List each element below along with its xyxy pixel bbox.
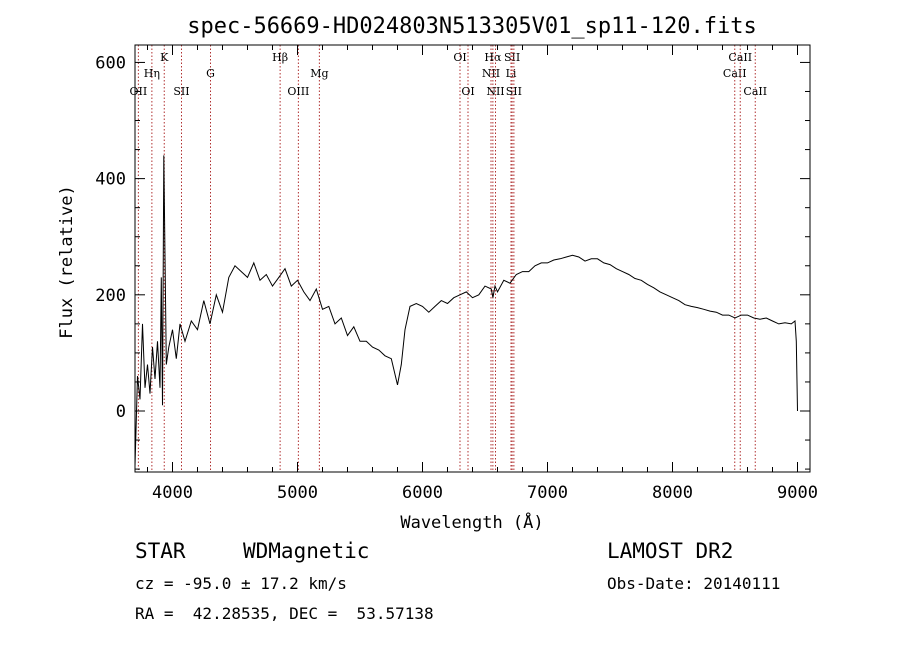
- chart-title: spec-56669-HD024803N513305V01_sp11-120.f…: [187, 14, 757, 39]
- x-tick-label: 8000: [652, 483, 693, 503]
- spectral-line-label: OIII: [287, 85, 309, 98]
- spectral-line-label: CaII: [743, 85, 767, 98]
- spectral-line-label: Hβ: [272, 51, 288, 64]
- y-tick-label: 400: [95, 170, 126, 190]
- x-tick-label: 6000: [402, 483, 443, 503]
- x-tick-label: 4000: [152, 483, 193, 503]
- spectral-line-label: CaII: [728, 51, 752, 64]
- spectral-line-label: OI: [461, 85, 474, 98]
- spectral-line-label: CaII: [723, 67, 747, 80]
- object-subclass: WDMagnetic: [243, 539, 369, 563]
- object-class: STAR: [135, 539, 186, 563]
- plot-frame: [134, 44, 811, 473]
- series-layer: [134, 155, 798, 467]
- spectral-line-label: SII: [506, 85, 522, 98]
- spectral-line-label: OI: [453, 51, 466, 64]
- y-axis-label: Flux (relative): [57, 185, 77, 339]
- spectrum-line: [134, 155, 798, 467]
- x-tick-label: 7000: [527, 483, 568, 503]
- redshift-cz: cz = -95.0 ± 17.2 km/s: [135, 574, 347, 593]
- spectral-line-label: Hα: [484, 51, 502, 64]
- spectral-line-label: K: [160, 51, 169, 64]
- x-tick-label: 9000: [777, 483, 818, 503]
- spectral-line-label: G: [206, 67, 215, 80]
- spectral-line-label: SII: [504, 51, 520, 64]
- spectral-lines-layer: OIIHηKSIIGHβOIIIMgOIOINIIHαNIISIILiSIICa…: [130, 45, 767, 472]
- spectral-line-label: SII: [173, 85, 189, 98]
- survey-name: LAMOST DR2: [607, 539, 733, 563]
- x-axis-label: Wavelength (Å): [400, 511, 543, 533]
- y-tick-label: 200: [95, 286, 126, 306]
- x-tick-label: 5000: [277, 483, 318, 503]
- spectral-line-label: Mg: [310, 67, 328, 80]
- spectral-line-label: Li: [506, 67, 517, 80]
- observation-date: Obs-Date: 20140111: [607, 574, 780, 593]
- spectral-line-label: NII: [486, 85, 504, 98]
- y-tick-label: 600: [95, 53, 126, 73]
- spectral-line-label: NII: [482, 67, 500, 80]
- ticks-layer: 4000 5000 6000 7000 8000 9000 0 200 400 600: [95, 45, 818, 503]
- spectral-line-label: Hη: [144, 67, 160, 80]
- coordinates: RA = 42.28535, DEC = 53.57138: [135, 604, 434, 623]
- y-tick-label: 0: [116, 402, 126, 422]
